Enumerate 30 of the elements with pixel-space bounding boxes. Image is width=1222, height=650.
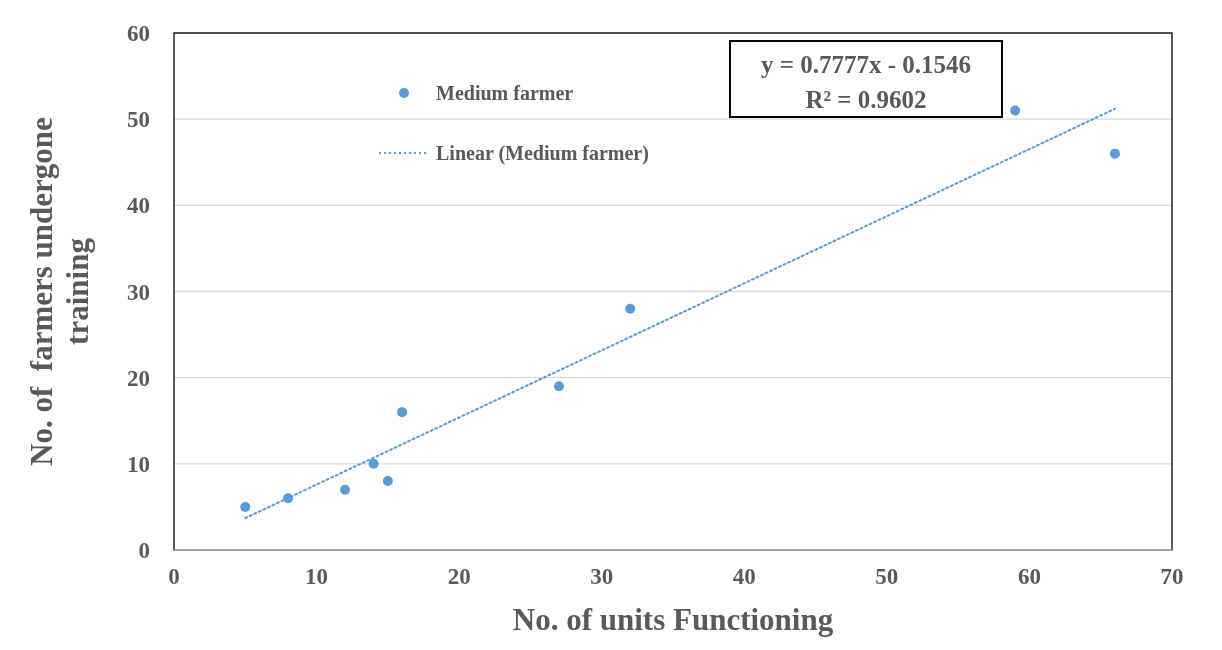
y-tick-label: 20 — [127, 365, 150, 391]
y-tick-label: 30 — [127, 279, 150, 305]
y-tick-label: 0 — [138, 538, 150, 563]
x-tick-label: 0 — [168, 564, 180, 589]
x-axis-title: No. of units Functioning — [512, 602, 834, 637]
point — [1109, 148, 1120, 159]
x-tick-label: 50 — [875, 564, 899, 589]
x-tick-label: 30 — [590, 564, 614, 589]
y-tick-label: 60 — [127, 21, 150, 46]
y-tick-label: 50 — [127, 107, 150, 133]
annotation: y = 0.7777x - 0.1546 — [760, 51, 972, 78]
annotation: R² = 0.9602 — [805, 86, 927, 113]
x-tick-label: 60 — [1017, 564, 1041, 589]
x-tick-label: 10 — [305, 564, 329, 589]
legend-label: Linear (Medium farmer) — [436, 142, 649, 165]
y-tick-label: 10 — [127, 451, 150, 477]
legend-label: Medium farmer — [436, 82, 574, 104]
point — [625, 303, 636, 314]
y-tick-label: 40 — [127, 193, 150, 219]
x-tick-label: 20 — [447, 564, 471, 589]
point — [553, 381, 564, 392]
x-tick-label: 40 — [732, 564, 756, 589]
point — [1010, 105, 1021, 116]
point — [368, 458, 379, 469]
point — [340, 484, 351, 495]
y-axis-title: No. of farmers undergone training — [24, 117, 95, 466]
point — [382, 476, 393, 487]
x-tick-label: 70 — [1160, 564, 1184, 589]
point — [240, 501, 251, 512]
point — [397, 407, 408, 418]
